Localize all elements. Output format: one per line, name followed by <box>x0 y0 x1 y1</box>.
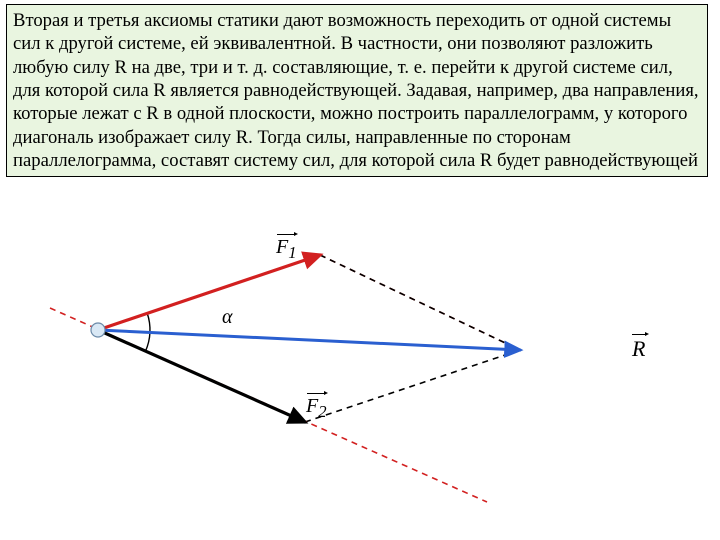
dashed-line-f2-parallel <box>320 255 520 350</box>
label-alpha: α <box>222 306 233 329</box>
vector-R <box>98 330 520 350</box>
force-decomposition-diagram <box>0 200 720 530</box>
vector-F1 <box>98 255 320 330</box>
explanation-textbox: Вторая и третья аксиомы статики дают воз… <box>6 4 708 177</box>
label-F2: F2 <box>306 395 327 422</box>
label-alpha-letter: α <box>222 306 233 328</box>
label-F1: F1 <box>276 236 297 263</box>
label-F1-letter: F <box>276 236 288 258</box>
label-F2-sub: 2 <box>318 402 326 421</box>
label-F1-sub: 1 <box>288 243 296 262</box>
label-R-letter: R <box>632 336 645 361</box>
dashed-line-f1-ext <box>305 350 520 422</box>
dashed-lines-group <box>50 255 520 502</box>
vector-F2 <box>98 330 305 422</box>
origin-marker <box>91 323 105 337</box>
explanation-text: Вторая и третья аксиомы статики дают воз… <box>13 10 699 171</box>
label-F2-letter: F <box>306 395 318 417</box>
label-R: R <box>632 336 645 362</box>
